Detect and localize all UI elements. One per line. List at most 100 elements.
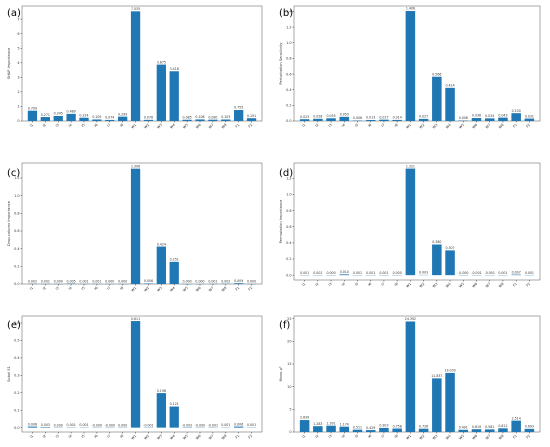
panel-e: (e) 0.0 0.1 0.2 0.3 0.4 0.5 0.6 Sobol S1 0.006 I1 0… (7, 315, 263, 441)
value-label-F2: 0.191 (247, 114, 256, 118)
x-tick-label-W2: W2 (419, 123, 426, 130)
y-tick-label: 5 (289, 408, 291, 412)
value-label-W6: 0.619 (472, 425, 481, 429)
x-tick-label-F1: F1 (235, 434, 241, 440)
value-label-W2: -0.001 (143, 423, 153, 427)
x-tick-label-I6: I6 (367, 434, 372, 439)
value-label-W6: 0.038 (472, 114, 481, 118)
x-tick-label-I6: I6 (367, 282, 372, 287)
bar-W1 (130, 168, 141, 284)
plot-frame (21, 162, 263, 285)
bar-I3 (53, 115, 63, 121)
x-tick-label-I3: I3 (328, 434, 333, 439)
panel-a: (a) 0 1 2 3 4 5 6 7 SHAP Importance 0.709 I1 0.271 I2… (7, 5, 263, 130)
x-tick-label-W7: W7 (208, 123, 215, 130)
value-label-I5: 0.001 (79, 280, 88, 284)
y-tick-label: 0.4 (14, 356, 19, 360)
x-tick-label-I8: I8 (119, 123, 124, 128)
x-tick-label-W8: W8 (221, 286, 228, 293)
value-label-I1: 0.001 (300, 271, 309, 275)
bar-F2 (246, 118, 257, 121)
x-tick-label-I7: I7 (106, 286, 111, 291)
x-tick-label-I7: I7 (106, 123, 111, 128)
bar-W8 (498, 117, 508, 121)
value-label-F1: 0.007 (512, 270, 521, 274)
value-label-W2: 0.078 (144, 116, 153, 120)
bar-W3 (156, 246, 166, 284)
panel-label: (d) (279, 168, 293, 179)
value-label-W3: 0.424 (157, 242, 166, 246)
x-tick-label-W5: W5 (458, 434, 465, 441)
bar-W4 (445, 372, 455, 432)
x-tick-label-W1: W1 (405, 123, 412, 130)
value-label-W2: 0.003 (419, 271, 428, 275)
x-tick-label-I2: I2 (314, 282, 319, 287)
x-tick-label-W5: W5 (182, 434, 189, 441)
x-tick-label-I5: I5 (81, 286, 86, 291)
x-tick-label-I6: I6 (94, 286, 99, 291)
value-label-I6: 0.013 (366, 116, 375, 120)
panel-d: (d) 0.0 0.2 0.4 0.6 0.8 1.0 1.2 Permutation Impo… (279, 162, 541, 289)
value-label-W5: 0.006 (459, 116, 468, 120)
x-tick-label-I5: I5 (354, 282, 359, 287)
bar-I2 (40, 117, 50, 121)
bar-I8 (392, 119, 402, 121)
x-tick-label-W3: W3 (156, 123, 163, 130)
y-tick-label: 0.1 (14, 408, 19, 412)
y-axis-label: Mono-ρ² (279, 366, 283, 381)
bar-I2 (40, 427, 50, 428)
y-tick-label: 0.2 (286, 257, 291, 261)
value-label-I4: 0.053 (340, 113, 349, 117)
value-label-I4: 1.174 (340, 422, 349, 426)
value-label-F1: 0.009 (234, 279, 243, 283)
x-tick-label-I8: I8 (394, 123, 399, 128)
bar-F1 (234, 283, 244, 284)
panel-b: (b) 0.0 0.2 0.4 0.6 0.8 1.0 1.2 1.4 Perturbation … (279, 5, 541, 130)
value-label-W6: -0.001 (471, 271, 481, 275)
x-tick-label-W4: W4 (169, 286, 176, 293)
x-tick-label-I1: I1 (301, 282, 306, 287)
value-label-W7: -0.001 (485, 271, 495, 275)
x-tick-label-W1: W1 (405, 282, 412, 289)
plot-frame (21, 5, 263, 122)
y-tick-label: 0.6 (14, 229, 19, 233)
value-label-W1: 7.535 (131, 7, 140, 11)
bar-F1 (234, 426, 244, 428)
value-label-I7: 0.903 (379, 424, 388, 428)
x-tick-label-W6: W6 (471, 434, 478, 441)
value-label-F2: 0.001 (247, 423, 256, 427)
x-tick-label-W8: W8 (498, 123, 505, 130)
value-label-F1: 0.006 (234, 422, 243, 426)
y-tick-label: 0.2 (14, 265, 19, 269)
x-tick-label-I3: I3 (328, 282, 333, 287)
x-tick-label-W7: W7 (208, 434, 215, 441)
value-label-I8: 0.000 (118, 280, 127, 284)
value-label-I2: 0.003 (41, 423, 50, 427)
value-label-W1: 24.392 (405, 317, 416, 321)
value-label-W4: 0.424 (445, 84, 454, 88)
bar-I8 (392, 428, 402, 432)
value-label-F2: 0.000 (247, 280, 256, 284)
y-tick-label: 1.2 (286, 25, 291, 29)
x-tick-label-W4: W4 (445, 282, 452, 289)
y-tick-label: 0.0 (14, 426, 19, 430)
value-label-W2: 0.027 (419, 115, 428, 119)
x-tick-label-F2: F2 (248, 434, 254, 440)
bar-I4 (66, 113, 76, 121)
x-tick-label-W2: W2 (419, 282, 426, 289)
x-tick-label-W5: W5 (182, 123, 189, 130)
value-label-I2: 1.283 (313, 422, 322, 426)
value-label-W2: 0.726 (419, 424, 428, 428)
x-tick-label-F1: F1 (235, 286, 241, 292)
bar-I8 (118, 116, 128, 121)
x-tick-label-W8: W8 (221, 434, 228, 441)
value-label-I1: 2.639 (300, 416, 309, 420)
bar-I2 (313, 426, 323, 432)
value-label-F2: 0.031 (525, 114, 534, 118)
bar-I4 (339, 274, 350, 276)
bar-I6 (92, 119, 102, 121)
x-tick-label-W4: W4 (445, 434, 452, 441)
bar-W7 (484, 118, 495, 121)
y-tick-label: 0.0 (14, 282, 19, 286)
plot-frame (21, 315, 263, 433)
